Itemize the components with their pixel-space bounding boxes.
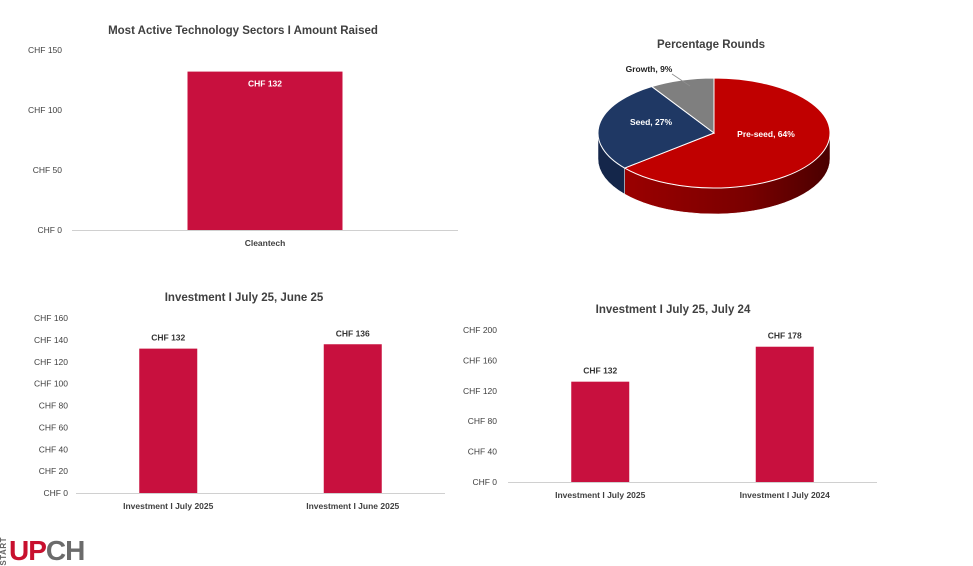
startupch-logo: START UP CH [0,532,85,566]
y-tick-label: CHF 0 [43,488,68,498]
investment-july-june-chart: Investment I July 25, June 25 CHF 0 CHF 20… [34,292,445,511]
y-tick-label: CHF 20 [39,466,69,476]
category-label: Investment I July 2025 [123,501,214,511]
chart-title: Percentage Rounds [657,39,765,51]
pie-slice [597,86,716,169]
data-label: CHF 132 [151,333,185,343]
y-tick-label: CHF 40 [468,447,498,457]
y-tick-label: CHF 140 [34,335,68,345]
investment-july-july-chart: Investment I July 25, July 24 CHF 0 CHF 40… [463,304,877,500]
category-label: Investment I July 2024 [740,490,831,500]
y-tick-label: CHF 200 [463,325,497,335]
percentage-rounds-pie-chart: Percentage Rounds Pre-seed, 64% Seed, 27% G… [597,39,831,215]
y-tick-label: CHF 160 [34,313,68,323]
y-tick-label: CHF 100 [34,379,68,389]
logo-ch-text: CH [45,535,85,566]
leader-line [671,73,691,87]
y-tick-label: CHF 0 [37,225,62,235]
y-tick-label: CHF 120 [463,386,497,396]
bar [187,71,343,230]
bar [323,344,382,493]
bar [755,346,814,482]
y-tick-label: CHF 120 [34,357,68,367]
pie-slice-label: Pre-seed, 64% [737,129,795,139]
logo-up-text: UP [9,535,47,566]
category-label: Investment I June 2025 [306,501,399,511]
category-label: Investment I July 2025 [555,490,646,500]
y-tick-label: CHF 160 [463,355,497,365]
pie-slice-label: Seed, 27% [630,117,672,127]
sector-amount-chart: Most Active Technology Sectors I Amount … [28,25,458,248]
data-label: CHF 178 [768,331,802,341]
chart-title: Most Active Technology Sectors I Amount … [108,25,378,37]
y-tick-label: CHF 0 [472,477,497,487]
y-tick-label: CHF 150 [28,45,62,55]
chart-title: Investment I July 25, July 24 [596,304,751,316]
y-tick-label: CHF 40 [39,444,69,454]
category-label: Cleantech [245,238,286,248]
y-tick-label: CHF 100 [28,105,62,115]
chart-title: Investment I July 25, June 25 [165,292,324,304]
pie-slice [623,77,831,189]
y-tick-label: CHF 80 [39,401,69,411]
y-tick-label: CHF 80 [468,416,498,426]
y-tick-label: CHF 60 [39,422,69,432]
bar [139,348,198,493]
y-tick-label: CHF 50 [33,165,63,175]
pie-slice-label: Growth, 9% [626,64,673,74]
bar [571,381,630,482]
data-label: CHF 132 [583,366,617,376]
data-label: CHF 132 [248,79,282,89]
data-label: CHF 136 [336,328,370,338]
logo-start-text: START [0,537,8,566]
